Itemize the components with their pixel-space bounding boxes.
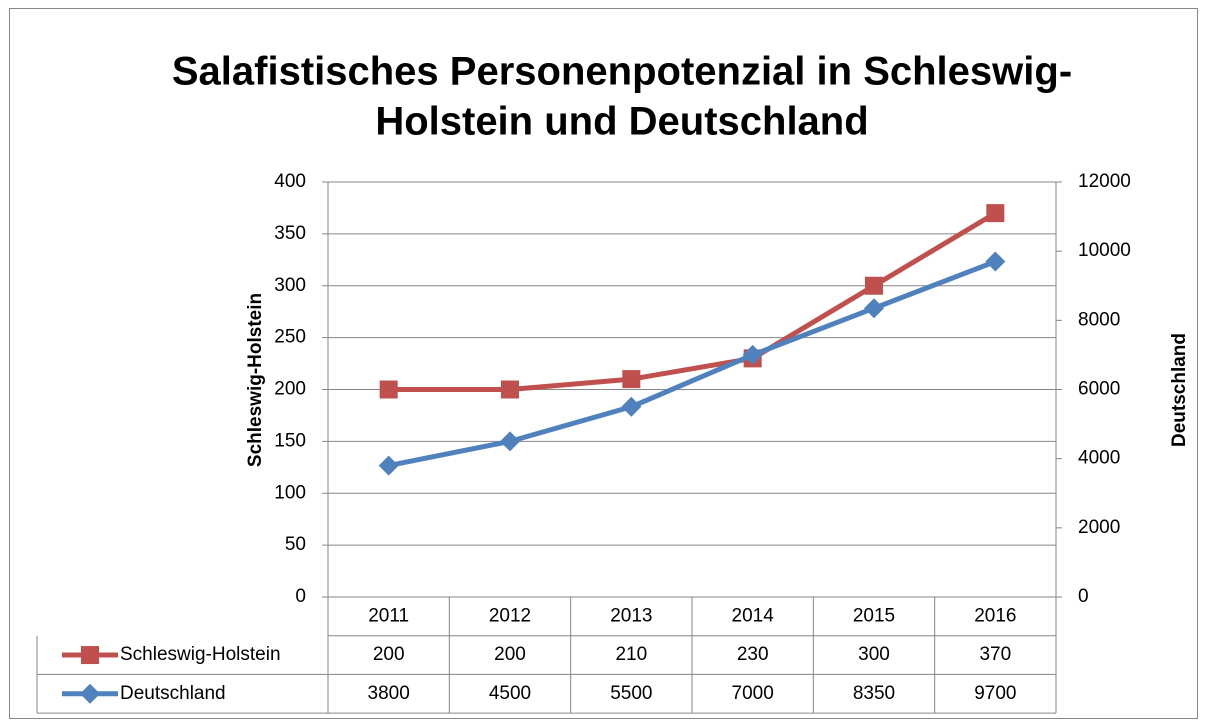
data-point	[986, 204, 1005, 223]
data-point	[501, 380, 519, 399]
y-tick-label: 100	[274, 482, 306, 503]
data-point	[379, 380, 398, 399]
data-point	[742, 344, 763, 365]
table-value: 8350	[853, 683, 895, 704]
legend-label: Schleswig-Holstein	[120, 644, 281, 665]
data-point	[378, 455, 399, 476]
y-tick-label: 200	[274, 379, 306, 400]
table-value: 200	[373, 644, 405, 665]
legend-marker	[80, 683, 100, 704]
y2-tick-label: 10000	[1078, 240, 1131, 261]
x-tick-label: 2013	[610, 605, 652, 626]
y-tick-label: 0	[295, 586, 306, 607]
legend-label: Deutschland	[120, 683, 226, 704]
y-tick-label: 150	[274, 430, 306, 451]
x-tick-label: 2012	[489, 605, 531, 626]
y-tick-label: 250	[274, 327, 306, 348]
legend-marker	[81, 646, 99, 665]
series-line	[388, 259, 997, 469]
chart-border	[9, 8, 1198, 719]
y2-tick-label: 8000	[1078, 309, 1120, 330]
data-point	[985, 251, 1006, 272]
y-tick-label: 50	[285, 534, 306, 555]
table-value: 9700	[974, 683, 1016, 704]
table-value: 210	[615, 644, 647, 665]
y-tick-label: 400	[274, 171, 306, 192]
x-tick-label: 2014	[732, 605, 775, 626]
data-point	[621, 396, 642, 417]
chart-title: Salafistisches Personenpotenzial in Schl…	[172, 50, 1072, 94]
data-point	[622, 370, 641, 389]
table-value: 300	[858, 644, 890, 665]
data-point	[864, 298, 884, 319]
table-value: 200	[494, 644, 526, 665]
x-tick-label: 2011	[368, 605, 409, 626]
chart-title: Holstein und Deutschland	[375, 100, 868, 144]
y2-tick-label: 2000	[1078, 517, 1120, 538]
y2-tick-label: 4000	[1078, 448, 1120, 469]
table-value: 370	[979, 644, 1011, 665]
y-tick-label: 300	[274, 275, 306, 296]
table-value: 4500	[489, 683, 531, 704]
x-tick-label: 2016	[974, 605, 1016, 626]
y-axis-label: Schleswig-Holstein	[245, 293, 266, 467]
y2-tick-label: 6000	[1078, 379, 1120, 400]
data-point	[500, 431, 520, 452]
y2-tick-label: 0	[1078, 586, 1089, 607]
y-tick-label: 350	[274, 223, 306, 244]
table-value: 5500	[610, 683, 652, 704]
table-value: 7000	[732, 683, 774, 704]
y2-tick-label: 12000	[1078, 171, 1131, 192]
x-tick-label: 2015	[853, 605, 895, 626]
table-value: 3800	[368, 683, 410, 704]
data-point	[865, 276, 883, 295]
series-line	[388, 210, 997, 392]
y2-axis-label: Deutschland	[1169, 333, 1190, 447]
table-value: 230	[737, 644, 769, 665]
